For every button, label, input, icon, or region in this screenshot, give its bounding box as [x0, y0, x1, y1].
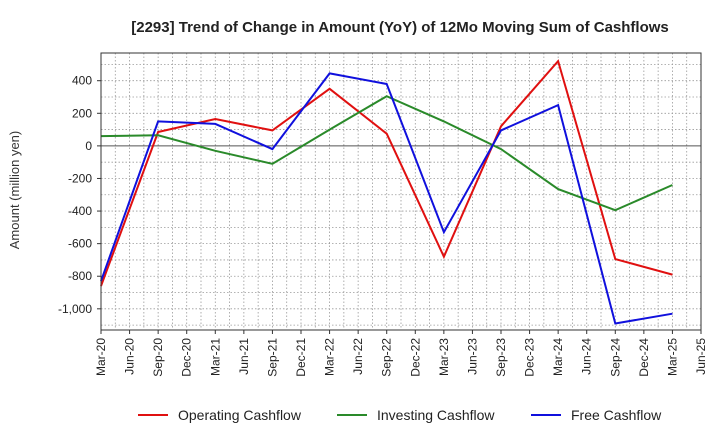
x-tick-label: Mar-22	[323, 338, 337, 376]
investing-cashflow-line	[100, 95, 673, 212]
y-tick-label: -800	[68, 269, 92, 283]
operating-cashflow-line	[100, 59, 673, 287]
x-tick-label: Mar-21	[208, 338, 222, 376]
x-tick-label: Jun-22	[351, 338, 365, 375]
x-tick-label: Dec-24	[637, 338, 651, 377]
x-tick-label: Dec-23	[523, 338, 537, 377]
x-tick-label: Mar-20	[94, 338, 108, 376]
series-group	[100, 59, 673, 325]
plot-frame	[100, 52, 702, 331]
plot-frame-group	[100, 52, 702, 331]
y-tick-label: -600	[68, 237, 92, 251]
x-tick-label: Mar-24	[551, 338, 565, 376]
legend: Operating Cashflow Investing Cashflow Free…	[138, 407, 662, 423]
x-tick-label: Jun-20	[123, 338, 137, 375]
legend-label-operating-cashflow: Operating Cashflow	[178, 407, 302, 423]
x-tick-label: Mar-25	[665, 338, 679, 376]
x-tick-label: Mar-23	[437, 338, 451, 376]
y-tick-label: 200	[72, 106, 92, 120]
x-tick-label: Jun-25	[694, 338, 708, 375]
x-tick-label: Dec-20	[180, 338, 194, 377]
x-tick-label: Jun-24	[580, 338, 594, 375]
y-tick-label: -1,000	[58, 302, 92, 316]
grid	[100, 53, 702, 330]
x-tick-label: Dec-21	[294, 338, 308, 377]
y-tick-labels: 400 200 0 -200 -400 -600 -800 -1,000	[58, 74, 101, 316]
x-tick-label: Dec-22	[408, 338, 422, 377]
y-tick-label: -400	[68, 204, 92, 218]
y-axis-label: Amount (million yen)	[7, 131, 22, 250]
x-tick-label: Sep-22	[380, 338, 394, 377]
x-tick-label: Jun-21	[237, 338, 251, 375]
x-tick-label: Sep-20	[151, 338, 165, 377]
y-tick-label: 400	[72, 74, 92, 88]
legend-label-investing-cashflow: Investing Cashflow	[377, 407, 495, 423]
y-tick-label: -200	[68, 171, 92, 185]
chart-title: [2293] Trend of Change in Amount (YoY) o…	[131, 19, 669, 36]
y-tick-label: 0	[85, 139, 92, 153]
x-tick-label: Sep-24	[608, 338, 622, 377]
x-tick-label: Sep-21	[265, 338, 279, 377]
legend-label-free-cashflow: Free Cashflow	[571, 407, 662, 423]
x-tick-label: Sep-23	[494, 338, 508, 377]
free-cashflow-line	[100, 72, 673, 325]
x-tick-label: Jun-23	[465, 338, 479, 375]
x-tick-labels: Mar-20 Jun-20 Sep-20 Dec-20 Mar-21 Jun-21 Sep-…	[94, 330, 708, 377]
